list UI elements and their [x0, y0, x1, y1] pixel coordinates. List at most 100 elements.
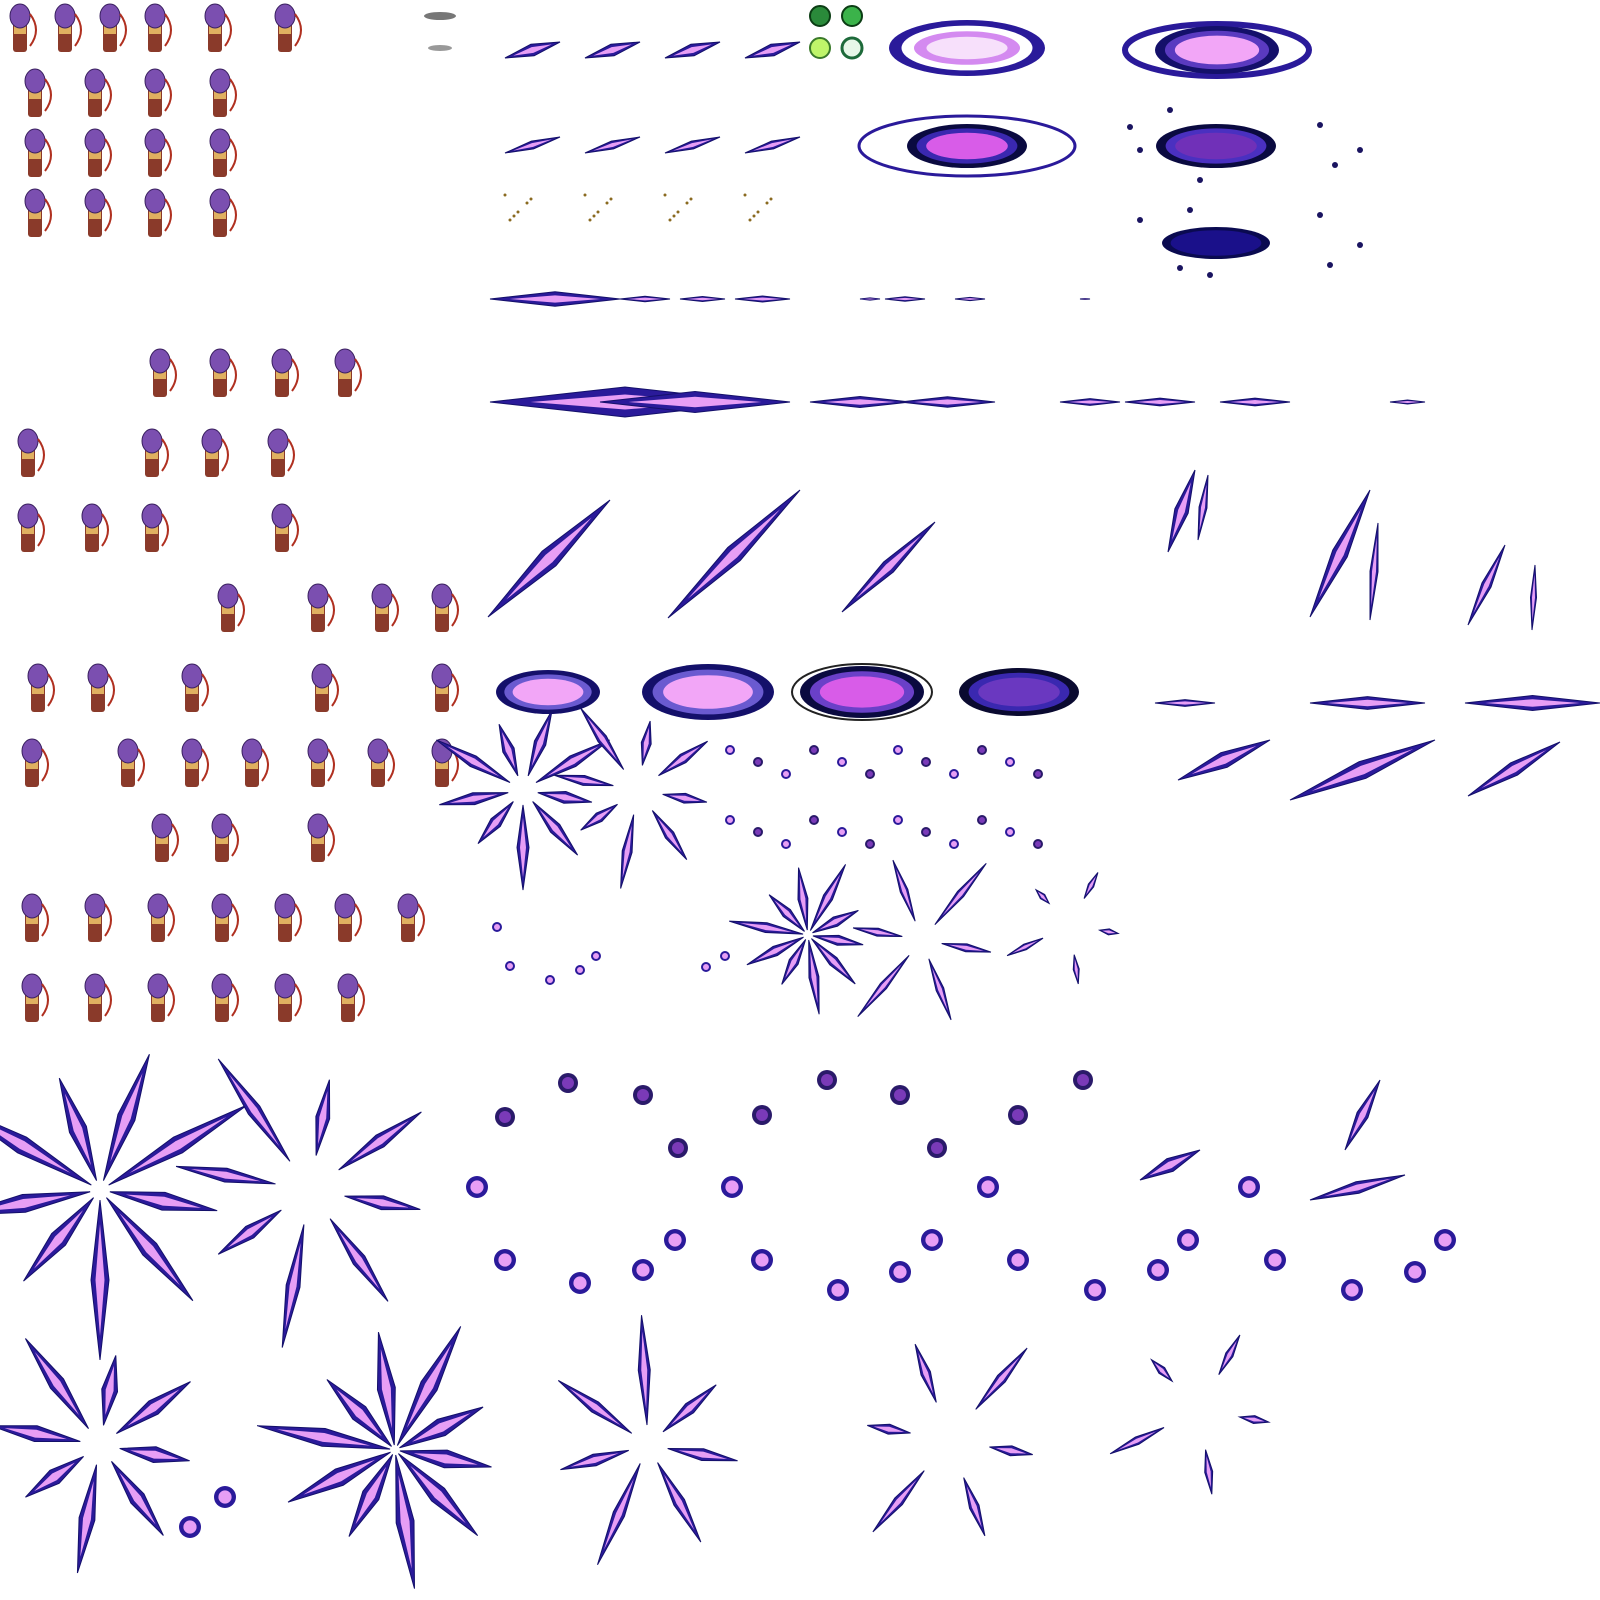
hair [431, 663, 453, 689]
character-sprite [241, 738, 269, 787]
bow [41, 903, 49, 937]
bow [164, 198, 172, 232]
character-sprite [87, 663, 115, 712]
torso [26, 759, 38, 769]
hair [17, 428, 39, 454]
swirl-core [513, 139, 552, 151]
hair [337, 973, 359, 999]
energy-disc [926, 36, 1008, 60]
burst-ray-core [740, 923, 792, 933]
slash-core [1473, 557, 1500, 613]
burst-ray-core [587, 717, 618, 761]
burst-ray-core [932, 967, 948, 1011]
character-sprite [211, 893, 239, 942]
orb-core [1268, 1253, 1282, 1267]
orb-core [894, 1089, 906, 1101]
particle [1137, 147, 1143, 153]
sparkle [588, 218, 592, 222]
bow [37, 438, 45, 472]
sparkle [605, 201, 609, 205]
torso [154, 369, 166, 379]
sparkle [672, 214, 676, 218]
burst-ray-core [119, 1213, 180, 1286]
orb-core [931, 1142, 943, 1154]
burst-ray-core [336, 1389, 382, 1437]
orb-core [668, 1233, 682, 1247]
bow [229, 78, 237, 112]
hair [99, 3, 121, 29]
bow [169, 358, 177, 392]
orb-core [1077, 1074, 1089, 1086]
orb-core [507, 963, 513, 969]
bow [104, 983, 112, 1017]
slash-core [855, 535, 922, 599]
hair [117, 738, 139, 764]
character-sprite [149, 348, 177, 397]
character-sprite [307, 813, 335, 862]
burst-ray-core [669, 795, 701, 801]
burst-ray-core [34, 1462, 75, 1492]
energy-disc [663, 675, 753, 709]
torso [222, 604, 234, 614]
hair [21, 738, 43, 764]
orb-core [783, 841, 789, 847]
particle [1177, 265, 1183, 271]
sparkle [743, 193, 747, 197]
torso [26, 994, 38, 1004]
orb-core [783, 771, 789, 777]
orb-core [498, 1253, 512, 1267]
torso [152, 914, 164, 924]
burst-ray-core [810, 951, 818, 1004]
particle [1207, 272, 1213, 278]
hair [149, 348, 171, 374]
particle [1137, 217, 1143, 223]
sparkle [516, 210, 520, 214]
energy-disc [1175, 132, 1257, 160]
bow [41, 748, 49, 782]
bow [294, 903, 302, 937]
burst-ray-core [531, 719, 549, 767]
bow [237, 593, 245, 627]
character-sprite [141, 503, 169, 552]
bow [451, 673, 459, 707]
torso [312, 834, 324, 844]
torso [214, 369, 226, 379]
burst-ray-core [447, 746, 499, 777]
hair [81, 503, 103, 529]
burst-ray-core [755, 941, 796, 961]
sparkle [609, 197, 613, 201]
burst-ray-core [338, 1231, 380, 1289]
orb-core [895, 817, 901, 823]
torso [29, 149, 41, 159]
character-sprite [24, 68, 52, 117]
hair [209, 348, 231, 374]
hair [21, 973, 43, 999]
orb-core [727, 747, 733, 753]
torso [149, 24, 161, 34]
torso [146, 524, 158, 534]
hair [87, 663, 109, 689]
beam-core [627, 297, 663, 301]
bow [74, 13, 82, 47]
burst-ray-core [119, 1472, 156, 1525]
character-sprite [117, 738, 145, 787]
bow [354, 358, 362, 392]
burst-ray-core [34, 1352, 80, 1416]
torso [14, 24, 26, 34]
torso [186, 684, 198, 694]
hair [21, 893, 43, 919]
swirl-core [593, 139, 632, 151]
character-sprite [204, 3, 232, 52]
bow [29, 13, 37, 47]
burst-ray-core [95, 1224, 105, 1336]
burst-ray-core [277, 1429, 371, 1446]
beam-core [1230, 400, 1280, 404]
torso [122, 759, 134, 769]
torso [372, 759, 384, 769]
character-sprite [27, 663, 55, 712]
hair [84, 893, 106, 919]
sparkle [676, 210, 680, 214]
hair [17, 503, 39, 529]
hair [84, 128, 106, 154]
slash-core [1199, 484, 1207, 531]
